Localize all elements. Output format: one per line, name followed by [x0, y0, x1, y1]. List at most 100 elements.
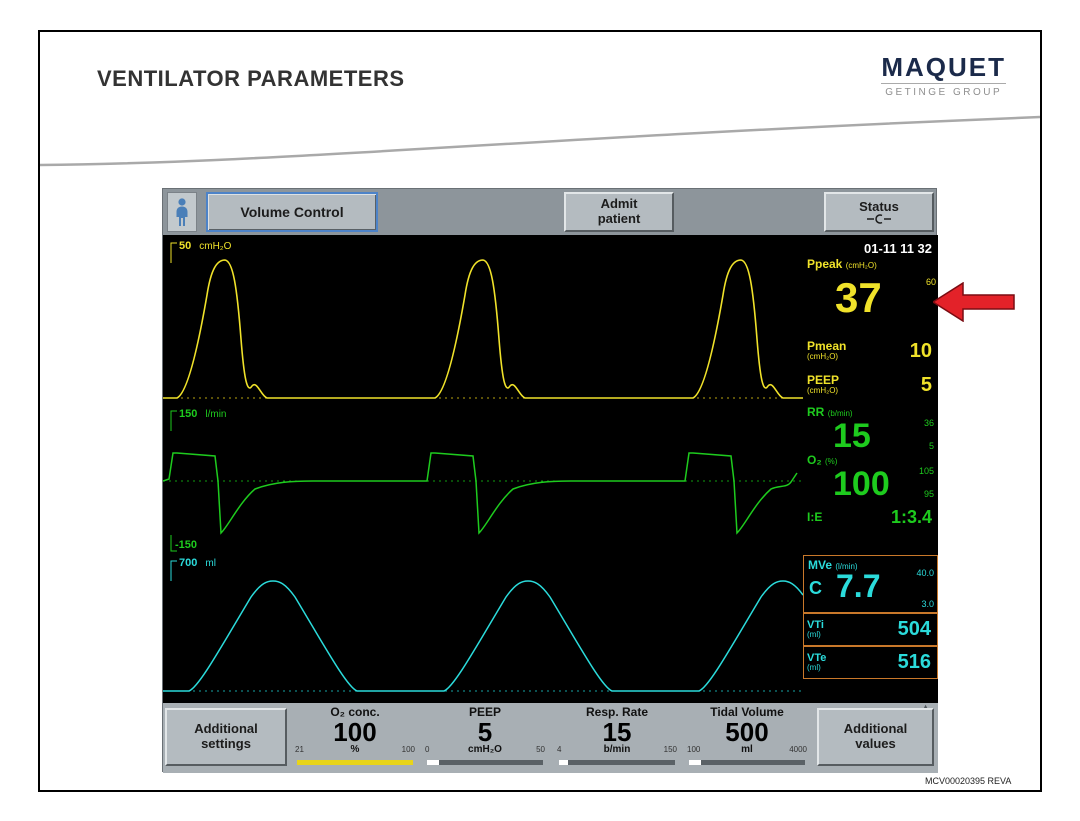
flow-scale-value: 150 — [179, 408, 198, 420]
ventilator-screen: Volume Control Admit patient Status — [162, 188, 938, 773]
flow-scale-low-label: -150 — [175, 539, 198, 551]
flow-axis-tick-bottom — [170, 535, 177, 552]
peep-setting-label: PEEP — [468, 705, 501, 719]
o2-conc-min: 21 — [295, 745, 304, 754]
vte-block[interactable]: VTe (ml) 516 — [803, 646, 938, 679]
pressure-scale-value: 50 — [179, 240, 192, 252]
monitoring-area: 50 cmH₂O 150 l/min -150 700 ml 01-11 11 32 … — [163, 235, 938, 703]
ie-value: 1:3.4 — [890, 506, 932, 527]
status-label: Status — [859, 198, 899, 214]
tidal-volume-max: 4000 — [789, 745, 807, 754]
peep-setting[interactable]: PEEP 5 0 cmH₂O 50 — [421, 705, 549, 771]
volume-waveform — [163, 580, 803, 692]
pmean-block[interactable]: Pmean (cmH₂O) 10 — [803, 333, 938, 369]
ppeak-block[interactable]: Ppeak (cmH₂O) 37 60 — [803, 257, 938, 333]
mve-value: 7.7 — [836, 568, 881, 604]
ppeak-unit: (cmH₂O) — [845, 261, 877, 270]
resp-rate-label: Resp. Rate — [585, 705, 649, 719]
o2-conc-label: O₂ conc. — [330, 705, 380, 719]
o2-high-limit: 105 — [918, 466, 934, 476]
o2-conc-slider-fill — [297, 760, 413, 765]
additional-values-label: Additional values — [843, 721, 908, 751]
pressure-scale-unit: cmH₂O — [199, 241, 232, 252]
o2-conc-max: 100 — [401, 745, 415, 754]
o2-conc-setting[interactable]: O₂ conc. 100 21 % 100 — [291, 705, 419, 771]
mode-label: Volume Control — [240, 203, 344, 220]
vte-value: 516 — [897, 651, 931, 673]
o2-unit: (%) — [825, 457, 838, 466]
peep-value: 5 — [920, 373, 932, 396]
adult-patient-icon — [176, 198, 188, 226]
pressure-axis-tick — [170, 242, 177, 263]
volume-axis-tick — [170, 560, 177, 581]
resp-rate-slider[interactable] — [559, 760, 675, 765]
scroll-up-icon[interactable]: ▲ — [921, 702, 930, 712]
peep-unit: (cmH₂O) — [807, 386, 839, 396]
vti-label: VTi — [807, 619, 824, 632]
pmean-unit: (cmH₂O) — [807, 352, 839, 362]
tidal-volume-slider-fill — [689, 760, 701, 765]
waveform-display — [163, 242, 803, 692]
ie-block[interactable]: I:E 1:3.4 — [803, 506, 938, 528]
o2-conc-unit: % — [350, 744, 360, 755]
ppeak-value: 37 — [835, 274, 882, 321]
flow-scale-label: 150 l/min — [179, 408, 226, 420]
resp-rate-max: 150 — [663, 745, 677, 754]
admit-patient-button[interactable]: Admit patient — [564, 192, 674, 232]
peep-slider-fill — [427, 760, 439, 765]
pressure-scale-label: 50 cmH₂O — [179, 240, 231, 252]
tidal-volume-value: 500 — [725, 717, 769, 747]
vte-label: VTe — [807, 652, 827, 665]
screen-topbar: Volume Control Admit patient Status — [163, 189, 936, 235]
volume-scale-unit: ml — [205, 558, 216, 569]
callout-arrow — [933, 282, 1015, 322]
mve-unit: (l/min) — [835, 562, 858, 571]
settings-bar: ▲ Additional settings O₂ conc. 100 21 % … — [163, 702, 938, 773]
ventilation-mode-button[interactable]: Volume Control — [206, 192, 378, 232]
maquet-logo: MAQUET GETINGE GROUP — [881, 54, 1006, 98]
ppeak-high-limit: 60 — [925, 277, 936, 287]
page-title: VENTILATOR PARAMETERS — [97, 66, 405, 91]
resp-rate-min: 4 — [557, 745, 562, 754]
o2-block[interactable]: O₂ (%) 100 105 95 — [803, 453, 938, 501]
pressure-waveform — [163, 259, 803, 399]
logo-subtitle: GETINGE GROUP — [881, 83, 1006, 98]
additional-settings-button[interactable]: Additional settings — [165, 708, 287, 766]
status-standby-icon — [867, 214, 891, 225]
rr-label: RR — [807, 405, 825, 419]
rr-low-limit: 5 — [928, 441, 934, 451]
additional-values-button[interactable]: Additional values — [817, 708, 934, 766]
vti-unit: (ml) — [807, 630, 821, 640]
flow-waveform — [163, 452, 798, 535]
peep-label: PEEP — [807, 373, 840, 387]
volume-scale-value: 700 — [179, 557, 198, 569]
resp-rate-slider-fill — [559, 760, 569, 765]
o2-label: O₂ — [807, 453, 822, 467]
mve-block[interactable]: MVe (l/min) C 7.7 40.0 3.0 — [803, 555, 938, 613]
o2-conc-slider[interactable] — [297, 760, 413, 765]
tidal-volume-min: 100 — [687, 745, 701, 754]
vti-block[interactable]: VTi (ml) 504 — [803, 613, 938, 646]
ppeak-label: Ppeak — [807, 257, 843, 271]
tidal-volume-setting[interactable]: Tidal Volume 500 100 ml 4000 — [683, 705, 811, 771]
resp-rate-setting[interactable]: Resp. Rate 15 4 b/min 150 — [553, 705, 681, 771]
peep-setting-min: 0 — [425, 745, 430, 754]
mve-label: MVe — [808, 558, 833, 572]
resp-rate-unit: b/min — [603, 744, 631, 755]
patient-category-indicator[interactable] — [167, 192, 197, 232]
tidal-volume-label: Tidal Volume — [710, 705, 784, 719]
document-code: MCV00020395 REVA — [925, 776, 1012, 786]
rr-block[interactable]: RR (b/min) 15 36 5 — [803, 405, 938, 453]
tidal-volume-slider[interactable] — [689, 760, 805, 765]
pmean-value: 10 — [909, 339, 932, 362]
vte-unit: (ml) — [807, 663, 821, 673]
o2-value: 100 — [833, 465, 890, 503]
mve-prefix: C — [809, 578, 822, 598]
peep-block[interactable]: PEEP (cmH₂O) 5 — [803, 367, 938, 403]
peep-setting-unit: cmH₂O — [468, 744, 502, 755]
peep-slider[interactable] — [427, 760, 543, 765]
status-button[interactable]: Status — [824, 192, 934, 232]
flow-axis-tick-top — [170, 410, 177, 431]
volume-scale-label: 700 ml — [179, 557, 216, 569]
